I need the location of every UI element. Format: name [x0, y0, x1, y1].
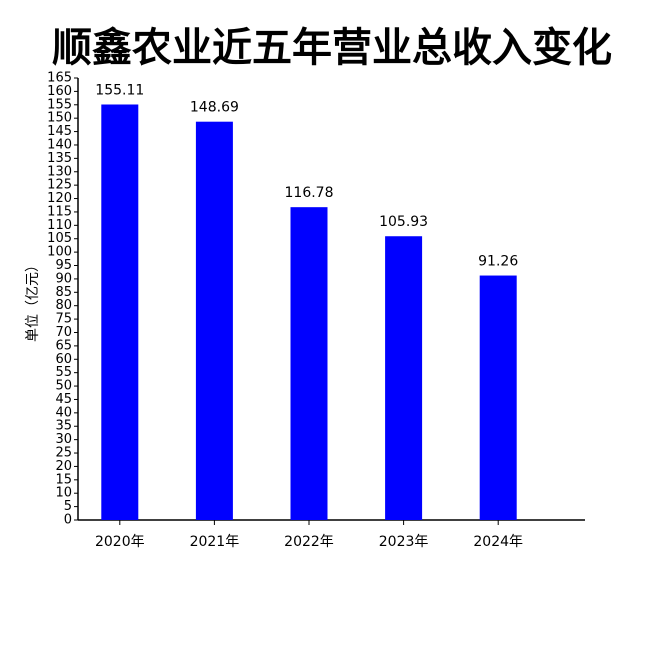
- y-tick-label: 10: [55, 486, 72, 501]
- chart-title: 顺鑫农业近五年营业总收入变化: [52, 25, 612, 71]
- x-tick-label: 2024年: [473, 534, 523, 550]
- y-tick-label: 45: [55, 392, 72, 407]
- bar: [101, 104, 139, 520]
- value-label: 116.78: [285, 185, 334, 201]
- value-label: 105.93: [379, 214, 428, 230]
- y-tick-label: 85: [55, 285, 72, 300]
- y-tick-label: 145: [47, 124, 72, 139]
- y-tick-label: 35: [55, 419, 72, 434]
- y-tick-label: 165: [47, 71, 72, 86]
- bar: [385, 236, 423, 520]
- y-tick-label: 25: [55, 446, 72, 461]
- y-tick-label: 30: [55, 432, 72, 447]
- y-tick-label: 140: [47, 137, 72, 152]
- y-tick-label: 90: [55, 271, 72, 286]
- value-label: 91.26: [478, 254, 518, 270]
- bar: [479, 275, 517, 520]
- y-tick-label: 55: [55, 365, 72, 380]
- y-tick-label: 155: [47, 97, 72, 112]
- y-tick-label: 20: [55, 459, 72, 474]
- y-tick-label: 50: [55, 379, 72, 394]
- value-label: 148.69: [190, 100, 239, 116]
- y-tick-label: 75: [55, 312, 72, 327]
- bar: [290, 207, 328, 521]
- y-axis-label: 单位（亿元）: [25, 258, 41, 342]
- bar: [195, 121, 233, 520]
- y-tick-label: 135: [47, 151, 72, 166]
- y-tick-label: 65: [55, 338, 72, 353]
- y-tick-label: 70: [55, 325, 72, 340]
- y-tick-label: 130: [47, 164, 72, 179]
- y-tick-label: 5: [64, 499, 72, 514]
- y-tick-label: 150: [47, 111, 72, 126]
- y-tick-label: 115: [47, 204, 72, 219]
- y-tick-label: 100: [47, 245, 72, 260]
- value-label: 155.11: [95, 82, 144, 98]
- x-tick-label: 2022年: [284, 534, 334, 550]
- y-tick-label: 160: [47, 84, 72, 99]
- y-tick-label: 40: [55, 405, 72, 420]
- y-tick-label: 15: [55, 472, 72, 487]
- y-tick-label: 60: [55, 352, 72, 367]
- y-tick-label: 125: [47, 178, 72, 193]
- y-tick-label: 120: [47, 191, 72, 206]
- y-tick-label: 0: [64, 513, 72, 528]
- x-tick-label: 2021年: [190, 534, 240, 550]
- y-tick-label: 95: [55, 258, 72, 273]
- x-tick-label: 2023年: [379, 534, 429, 550]
- y-tick-label: 105: [47, 231, 72, 246]
- y-tick-label: 80: [55, 298, 72, 313]
- x-tick-label: 2020年: [95, 534, 145, 550]
- y-tick-label: 110: [47, 218, 72, 233]
